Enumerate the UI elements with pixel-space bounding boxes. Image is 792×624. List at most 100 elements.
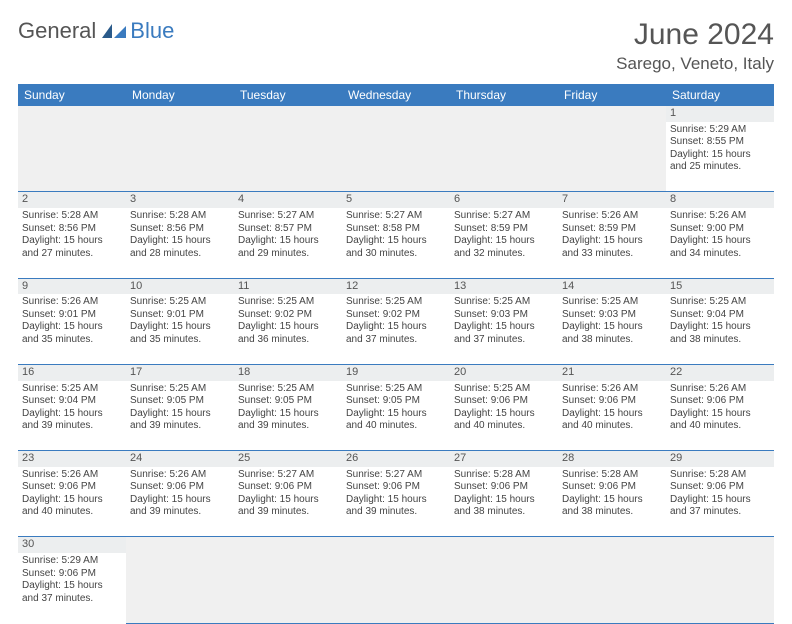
day-number: 6 [450,192,558,208]
day-cell: Sunrise: 5:25 AMSunset: 9:05 PMDaylight:… [342,381,450,451]
day-cell: Sunrise: 5:26 AMSunset: 9:00 PMDaylight:… [666,208,774,278]
daylight-line: Daylight: 15 hours and 32 minutes. [454,235,535,259]
sunrise-line: Sunrise: 5:28 AM [454,469,530,480]
day-cell: Sunrise: 5:25 AMSunset: 9:06 PM Daylight:… [450,381,558,451]
sunset-line: Sunset: 9:01 PM [22,309,96,320]
sunset-line: Sunset: 9:06 PM [130,481,204,492]
daylight-line: Daylight: 15 hours and 34 minutes. [670,235,751,259]
sunset-line: Sunset: 8:56 PM [130,223,204,234]
sunrise-line: Sunrise: 5:25 AM [346,296,422,307]
logo-sail-icon [100,22,128,40]
day-number: 15 [666,278,774,294]
sunset-line: Sunset: 8:59 PM [454,223,528,234]
weekday-header: Sunday [18,84,126,106]
day-cell: Sunrise: 5:28 AMSunset: 9:06 PMDaylight:… [450,467,558,537]
day-number: 8 [666,192,774,208]
sunset-line: Sunset: 8:56 PM [22,223,96,234]
day-number: 11 [234,278,342,294]
day-cell: Sunrise: 5:25 AMSunset: 9:04 PMDaylight:… [18,381,126,451]
sunrise-line: Sunrise: 5:29 AM [22,555,98,566]
day-number: 10 [126,278,234,294]
daylight-line: Daylight: 15 hours and 39 minutes. [346,494,427,518]
weekday-header: Tuesday [234,84,342,106]
day-cell: Sunrise: 5:28 AMSunset: 9:06 PMDaylight:… [558,467,666,537]
day-cell: Sunrise: 5:27 AMSunset: 8:57 PMDaylight:… [234,208,342,278]
day-cell: Sunrise: 5:25 AMSunset: 9:02 PMDaylight:… [342,294,450,364]
sunrise-line: Sunrise: 5:27 AM [454,210,530,221]
sunrise-line: Sunrise: 5:28 AM [670,469,746,480]
daylight-line: Daylight: 15 hours and 39 minutes. [130,494,211,518]
day-cell: Sunrise: 5:25 AMSunset: 9:02 PMDaylight:… [234,294,342,364]
daylight-line: Daylight: 15 hours and 39 minutes. [238,494,319,518]
weekday-header: Saturday [666,84,774,106]
day-number-row: 16171819202122 [18,364,774,380]
sunrise-line: Sunrise: 5:25 AM [670,296,746,307]
sunset-line: Sunset: 9:06 PM [238,481,312,492]
day-content-row: Sunrise: 5:28 AMSunset: 8:56 PMDaylight:… [18,208,774,278]
day-number: 24 [126,451,234,467]
daylight-line: Daylight: 15 hours and 39 minutes. [22,408,103,432]
daylight-line: Daylight: 15 hours and 35 minutes. [130,321,211,345]
empty-day-number [126,106,234,122]
empty-day-number [666,537,774,553]
empty-day-number [558,106,666,122]
day-number: 19 [342,364,450,380]
day-cell: Sunrise: 5:28 AMSunset: 9:06 PMDaylight:… [666,467,774,537]
daylight-line: Daylight: 15 hours and 39 minutes. [130,408,211,432]
sunrise-line: Sunrise: 5:28 AM [562,469,638,480]
sunrise-line: Sunrise: 5:25 AM [238,383,314,394]
day-number: 16 [18,364,126,380]
sunset-line: Sunset: 9:06 PM [454,395,528,406]
day-number: 7 [558,192,666,208]
weekday-header: Monday [126,84,234,106]
day-content-row: Sunrise: 5:29 AMSunset: 8:55 PMDaylight:… [18,122,774,192]
empty-day-cell [126,122,234,192]
day-cell: Sunrise: 5:25 AMSunset: 9:01 PMDaylight:… [126,294,234,364]
sunrise-line: Sunrise: 5:29 AM [670,124,746,135]
sunrise-line: Sunrise: 5:25 AM [238,296,314,307]
daylight-line: Daylight: 15 hours and 40 minutes. [562,408,643,432]
day-cell: Sunrise: 5:26 AMSunset: 9:06 PMDaylight:… [666,381,774,451]
calendar-table: SundayMondayTuesdayWednesdayThursdayFrid… [18,84,774,624]
daylight-line: Daylight: 15 hours and 38 minutes. [562,321,643,345]
sunrise-line: Sunrise: 5:26 AM [670,210,746,221]
sunset-line: Sunset: 9:05 PM [130,395,204,406]
sunset-line: Sunset: 9:06 PM [562,395,636,406]
day-number: 5 [342,192,450,208]
day-cell: Sunrise: 5:26 AMSunset: 9:06 PMDaylight:… [126,467,234,537]
day-cell: Sunrise: 5:27 AMSunset: 9:06 PMDaylight:… [234,467,342,537]
day-number: 25 [234,451,342,467]
title-block: June 2024 Sarego, Veneto, Italy [616,18,774,74]
sunrise-line: Sunrise: 5:26 AM [562,210,638,221]
weekday-header: Wednesday [342,84,450,106]
sunrise-line: Sunrise: 5:25 AM [454,383,530,394]
sunset-line: Sunset: 9:05 PM [238,395,312,406]
day-number: 14 [558,278,666,294]
empty-day-cell [234,122,342,192]
sunset-line: Sunset: 8:57 PM [238,223,312,234]
sunset-line: Sunset: 9:04 PM [22,395,96,406]
day-number: 2 [18,192,126,208]
daylight-line: Daylight: 15 hours and 37 minutes. [22,580,103,604]
daylight-line: Daylight: 15 hours and 37 minutes. [346,321,427,345]
sunset-line: Sunset: 8:58 PM [346,223,420,234]
day-number-row: 30 [18,537,774,553]
daylight-line: Daylight: 15 hours and 33 minutes. [562,235,643,259]
day-cell: Sunrise: 5:26 AMSunset: 9:06 PMDaylight:… [558,381,666,451]
daylight-line: Daylight: 15 hours and 37 minutes. [670,494,751,518]
empty-day-number [450,106,558,122]
empty-day-number [18,106,126,122]
sunrise-line: Sunrise: 5:25 AM [130,383,206,394]
day-number-row: 9101112131415 [18,278,774,294]
day-number: 26 [342,451,450,467]
daylight-line: Daylight: 15 hours and 40 minutes. [454,408,535,432]
logo: General Blue [18,18,174,44]
sunset-line: Sunset: 9:04 PM [670,309,744,320]
empty-day-cell [342,553,450,623]
daylight-line: Daylight: 15 hours and 29 minutes. [238,235,319,259]
day-number: 18 [234,364,342,380]
daylight-line: Daylight: 15 hours and 35 minutes. [22,321,103,345]
day-content-row: Sunrise: 5:26 AMSunset: 9:01 PMDaylight:… [18,294,774,364]
empty-day-cell [558,122,666,192]
day-number: 23 [18,451,126,467]
